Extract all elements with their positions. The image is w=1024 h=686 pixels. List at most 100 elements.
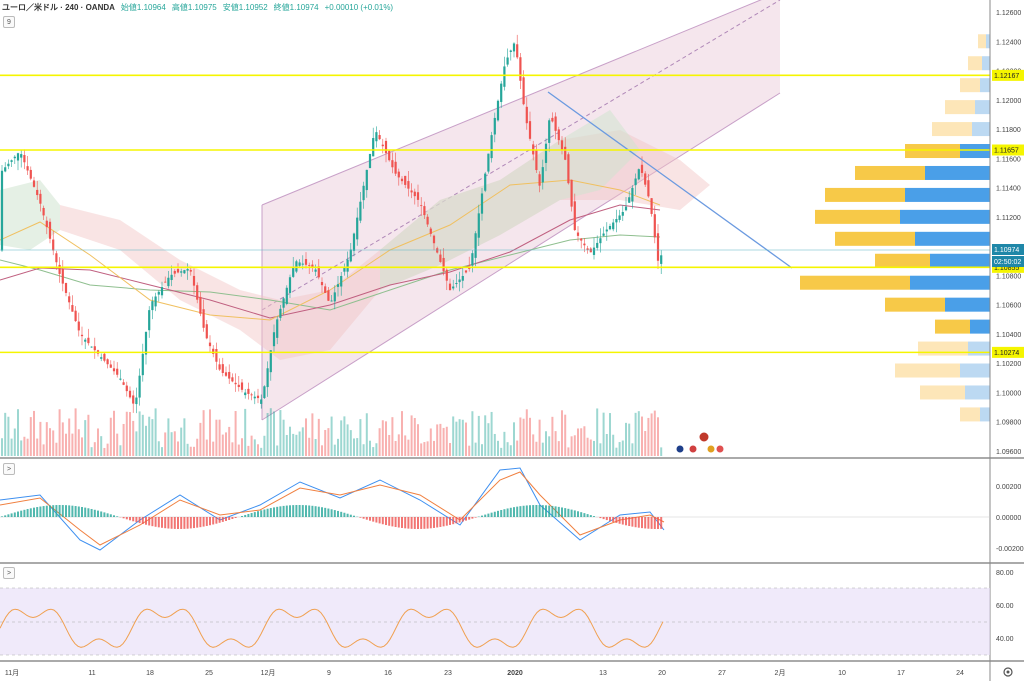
macd-hist-bar [251,513,253,517]
volume-bar [247,446,249,456]
volume-profile-row [920,385,965,399]
candle-body [49,222,51,239]
candle-body [459,279,461,282]
volume-bar [484,415,486,456]
candle-body [36,190,38,195]
volume-bar [305,418,307,456]
volume-bar [587,438,589,456]
macd-hist-bar [587,514,589,517]
candle-body [241,382,243,389]
volume-bar [283,420,285,456]
volume-bar [94,442,96,456]
macd-hist-bar [609,517,611,521]
event-marker[interactable] [716,445,724,453]
macd-hist-bar [369,517,371,521]
candle-body [327,290,329,300]
macd-hist-bar [590,515,592,517]
candle-body [14,157,16,158]
volume-bar [516,441,518,456]
candle-body [187,269,189,271]
price-tick-label: 1.12600 [996,10,1021,17]
candle-body [228,372,230,379]
volume-bar [519,417,521,456]
event-marker[interactable] [689,445,697,453]
macd-hist-bar [523,506,525,517]
candle-body [235,383,237,384]
volume-bar [593,441,595,456]
event-marker[interactable] [676,445,684,453]
macd-hist-bar [382,517,384,524]
volume-bar [529,418,531,456]
candle-body [340,276,342,287]
volume-bar [606,434,608,456]
volume-bar [651,413,653,456]
macd-hist-bar [529,505,531,517]
volume-bar [337,439,339,456]
candle-body [449,284,451,290]
macd-hist-bar [219,517,221,523]
event-marker[interactable] [707,445,715,453]
legend-collapse-button[interactable]: 9 [3,16,15,28]
macd-hist-bar [20,511,22,517]
macd-hist-bar [359,517,361,518]
volume-bar [139,411,141,456]
volume-bar [321,445,323,456]
macd-hist-bar [215,517,217,524]
macd-hist-bar [33,508,35,517]
volume-bar [167,418,169,456]
high-value: 高値1.10975 [172,2,217,13]
macd-hist-bar [91,509,93,517]
volume-bar [68,419,70,456]
macd-hist-bar [401,517,403,528]
candle-body [276,319,278,337]
volume-bar [225,432,227,456]
volume-profile-row [875,254,930,268]
candle-body [94,346,96,350]
macd-hist-bar [363,517,365,519]
candle-body [599,238,601,243]
volume-bar [155,408,157,456]
candle-body [132,395,134,403]
volume-bar [183,418,185,456]
rsi-toggle-button[interactable]: > [3,567,15,579]
candle-body [606,230,608,232]
volume-bar [100,436,102,456]
volume-profile-row [960,364,990,378]
macd-hist-bar [132,517,134,521]
volume-bar [507,442,509,456]
volume-bar [171,432,173,456]
level-badge-label: 1.11657 [994,147,1019,154]
volume-bar [561,410,563,456]
price-tick-label: 1.12400 [996,39,1021,46]
candle-body [555,116,557,130]
macd-hist-bar [459,517,461,522]
candle-body [443,258,445,271]
macd-hist-bar [539,505,541,517]
volume-profile-row [965,385,990,399]
macd-hist-bar [260,510,262,517]
volume-profile-row [918,342,968,356]
rsi-pane[interactable] [0,588,990,655]
volume-bar [382,420,384,456]
time-tick-label: 12月 [261,669,276,677]
macd-hist-bar [126,517,128,519]
candle-body [529,121,531,139]
candle-body [39,194,41,204]
macd-hist-bar [311,506,313,517]
volume-bar [638,411,640,456]
macd-hist-bar [295,505,297,517]
macd-toggle-button[interactable]: > [3,463,15,475]
volume-bar [263,436,265,456]
time-tick-label: 10 [838,670,846,677]
volume-bar [11,439,13,456]
event-marker[interactable] [699,432,709,442]
macd-hist-bar [171,517,173,529]
volume-bar [228,427,230,456]
volume-bar [103,448,105,456]
symbol-label[interactable]: ユーロ／米ドル · 240 · OANDA [2,2,115,13]
macd-hist-bar [612,517,614,522]
candle-body [401,179,403,181]
candle-body [465,270,467,272]
